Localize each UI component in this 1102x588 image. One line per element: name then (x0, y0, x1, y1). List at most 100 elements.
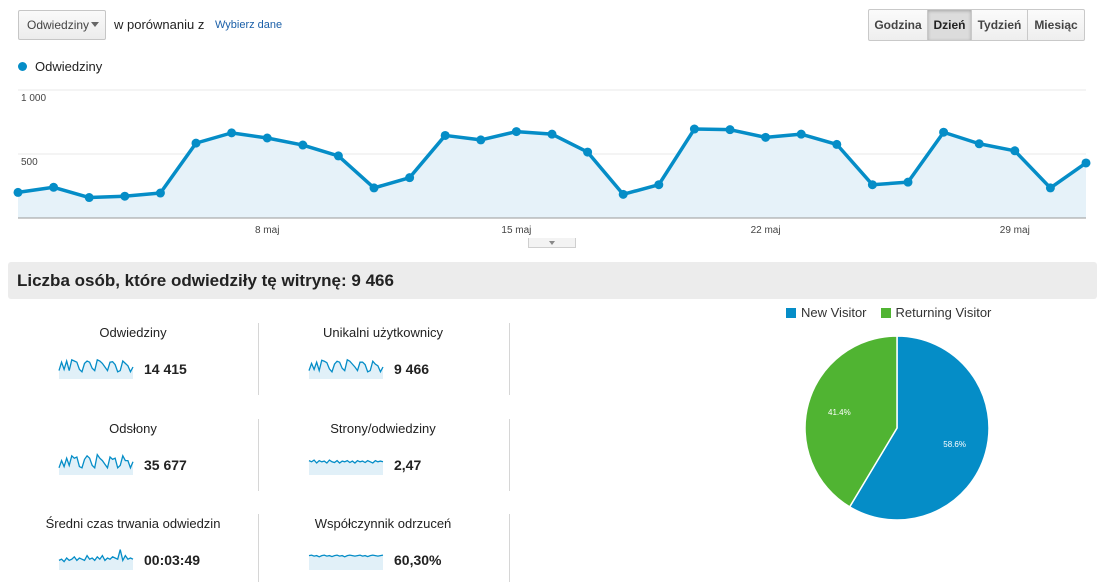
data-point[interactable] (49, 182, 59, 192)
period-button-hour[interactable]: Godzina (868, 9, 928, 41)
visits-line-chart: 1 000 500 8 maj 15 maj 22 maj 29 maj (13, 89, 1091, 236)
x-tick-label: 29 maj (1000, 225, 1030, 236)
line-chart-legend: Odwiedziny (18, 59, 102, 74)
legend-swatch (786, 307, 796, 318)
choose-data-link[interactable]: Wybierz dane (215, 19, 283, 31)
sparkline-area (59, 549, 133, 570)
data-point[interactable] (84, 193, 94, 203)
metric-card-bounce-rate[interactable]: Współczynnik odrzuceń 60,30% (258, 516, 508, 588)
data-point[interactable] (832, 139, 842, 149)
series-area (18, 129, 1086, 218)
legend-label: Returning Visitor (895, 305, 992, 320)
data-point[interactable] (867, 180, 877, 190)
divider (258, 419, 259, 491)
sparkline (308, 459, 384, 475)
metric-label: Współczynnik odrzuceń (314, 516, 452, 531)
period-button-day[interactable]: Dzień (927, 9, 972, 41)
sparkline (308, 554, 384, 570)
caret-down-icon (549, 241, 555, 245)
sparkline-line (308, 459, 384, 464)
divider (258, 323, 259, 395)
sparkline-line (58, 452, 134, 470)
sparkline (58, 358, 134, 379)
metric-card-pages-per-visit[interactable]: Strony/odwiedziny 2,47 (258, 421, 508, 493)
period-button-week[interactable]: Tydzień (971, 9, 1028, 41)
data-point[interactable] (155, 188, 165, 198)
chevron-down-icon (91, 22, 99, 27)
metric-card-avg-duration[interactable]: Średni czas trwania odwiedzin 00:03:49 (8, 516, 258, 588)
sparkline (58, 452, 134, 475)
pie-slice-label: 41.4% (828, 408, 851, 417)
divider (509, 514, 510, 582)
data-point[interactable] (369, 183, 379, 193)
metric-card-pageviews[interactable]: Odsłony 35 677 (8, 421, 258, 493)
metric-card-visits[interactable]: Odwiedziny 14 415 (8, 325, 258, 397)
data-point[interactable] (227, 128, 237, 138)
data-point[interactable] (298, 140, 308, 150)
period-button-month[interactable]: Miesiąc (1027, 9, 1085, 41)
pie-slice[interactable] (804, 335, 898, 508)
data-point[interactable] (796, 129, 806, 139)
metric-value: 35 677 (144, 457, 187, 473)
data-point[interactable] (725, 125, 735, 135)
data-point[interactable] (1010, 146, 1020, 156)
data-point[interactable] (13, 187, 23, 197)
data-point[interactable] (405, 173, 415, 183)
sparkline-line (308, 554, 384, 558)
sparkline-area (309, 555, 383, 570)
metric-label: Unikalni użytkownicy (323, 325, 443, 340)
sparkline (58, 549, 134, 570)
metric-value: 2,47 (394, 457, 422, 473)
metric-select[interactable]: Odwiedziny (18, 10, 106, 40)
visitor-type-pie-chart: 58.6% 41.4% (804, 335, 990, 521)
sparkline-line (58, 358, 134, 374)
data-point[interactable] (547, 129, 557, 139)
data-point[interactable] (903, 177, 913, 187)
data-point[interactable] (191, 138, 201, 148)
compare-label: w porównaniu z (114, 17, 205, 32)
data-point[interactable] (440, 130, 450, 140)
x-tick-label: 22 maj (751, 225, 781, 236)
legend-item-returning-visitor[interactable]: Returning Visitor (880, 305, 992, 320)
pie-slice-label: 58.6% (943, 440, 966, 449)
data-point[interactable] (761, 132, 771, 142)
sparkline (308, 358, 384, 379)
series-marker (18, 62, 27, 71)
metric-value: 14 415 (144, 361, 187, 377)
legend-swatch (880, 307, 891, 318)
data-point[interactable] (120, 191, 130, 201)
data-point[interactable] (689, 124, 699, 134)
data-point[interactable] (476, 135, 486, 145)
data-point[interactable] (583, 147, 593, 157)
legend-item-new-visitor[interactable]: New Visitor (786, 305, 867, 320)
legend-label: New Visitor (801, 305, 867, 320)
y-tick-label: 500 (21, 157, 38, 168)
data-point[interactable] (974, 139, 984, 149)
data-point[interactable] (1045, 183, 1055, 193)
data-point[interactable] (939, 127, 949, 137)
metric-select-label: Odwiedziny (27, 18, 90, 32)
chart-toolbar: Odwiedziny w porównaniu z Wybierz dane G… (0, 0, 1102, 50)
divider (509, 419, 510, 491)
pie-slice[interactable] (848, 335, 990, 521)
sparkline-area (309, 460, 383, 475)
metric-value: 60,30% (394, 552, 442, 568)
data-point[interactable] (262, 133, 272, 143)
y-tick-label: 1 000 (21, 93, 46, 104)
data-point[interactable] (511, 127, 521, 137)
divider (258, 514, 259, 582)
summary-title: Liczba osób, które odwiedziły tę witrynę… (17, 271, 394, 290)
legend-series-name: Odwiedziny (35, 59, 103, 74)
metric-label: Średni czas trwania odwiedzin (45, 516, 221, 531)
divider (509, 323, 510, 395)
data-point[interactable] (1081, 158, 1091, 168)
data-point[interactable] (618, 189, 628, 199)
data-point[interactable] (654, 180, 664, 190)
metric-value: 9 466 (394, 361, 430, 377)
sparkline-line (308, 358, 384, 374)
pie-legend: New Visitor Returning Visitor (786, 305, 1005, 320)
collapse-chart-toggle[interactable] (528, 238, 576, 248)
metric-card-unique-users[interactable]: Unikalni użytkownicy 9 466 (258, 325, 508, 397)
period-toggle-group: Godzina Dzień Tydzień Miesiąc (868, 9, 1085, 41)
data-point[interactable] (333, 151, 343, 161)
